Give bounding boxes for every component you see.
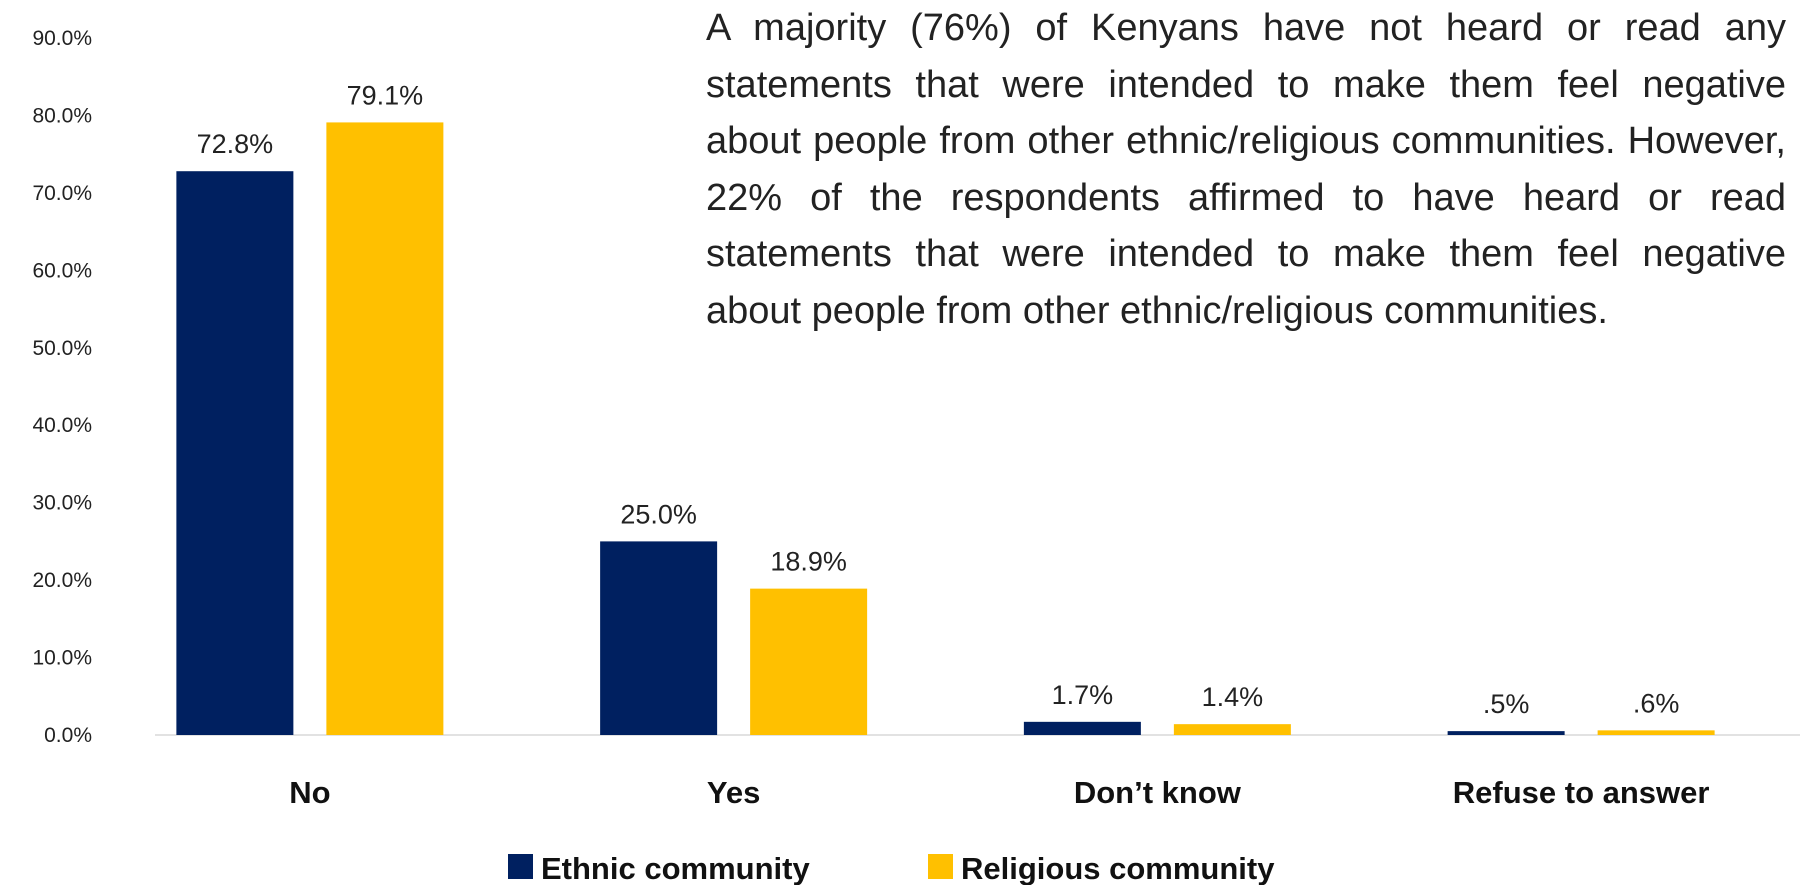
y-axis: 0.0% 10.0% 20.0% 30.0% 40.0% 50.0% 60.0% 70.0% 8… — [32, 27, 92, 747]
data-label: .6% — [1633, 688, 1680, 718]
bar-ethnic — [600, 541, 718, 735]
data-label: 1.4% — [1202, 682, 1264, 712]
legend-swatch — [508, 854, 533, 879]
y-tick-label: 70.0% — [32, 182, 92, 205]
y-tick-label: 50.0% — [32, 337, 92, 360]
data-label: 18.9% — [770, 547, 847, 577]
x-category-label: Refuse to answer — [1453, 775, 1710, 810]
y-tick-label: 0.0% — [44, 724, 92, 747]
data-label: 79.1% — [347, 80, 424, 110]
data-label: .5% — [1483, 689, 1530, 719]
y-tick-label: 10.0% — [32, 647, 92, 670]
bar-ethnic — [1447, 731, 1565, 735]
legend: Ethnic community Religious community — [508, 851, 1275, 885]
x-category-label: Yes — [707, 775, 760, 810]
x-category-label: No — [289, 775, 330, 810]
legend-label: Religious community — [961, 851, 1275, 885]
bar-religious — [1597, 730, 1715, 735]
bar-religious — [750, 588, 868, 735]
data-label: 25.0% — [620, 499, 697, 529]
y-tick-label: 40.0% — [32, 414, 92, 437]
y-tick-label: 20.0% — [32, 569, 92, 592]
y-tick-label: 30.0% — [32, 492, 92, 515]
bar-religious — [326, 122, 444, 736]
legend-swatch — [928, 854, 953, 879]
data-label: 1.7% — [1052, 680, 1114, 710]
x-category-label: Don’t know — [1074, 775, 1242, 810]
bars — [176, 122, 1715, 736]
legend-label: Ethnic community — [541, 851, 810, 885]
data-labels: 72.8% 79.1% 25.0% 18.9% 1.7% 1.4% .5% .6% — [197, 80, 1680, 719]
y-tick-label: 80.0% — [32, 104, 92, 127]
chart-annotation: A majority (76%) of Kenyans have not hea… — [706, 7, 1786, 332]
data-label: 72.8% — [197, 129, 274, 159]
bar-ethnic — [1023, 721, 1141, 735]
y-tick-label: 90.0% — [32, 27, 92, 50]
y-tick-label: 60.0% — [32, 259, 92, 282]
bar-ethnic — [176, 171, 294, 735]
bar-religious — [1173, 724, 1291, 735]
category-labels: No Yes Don’t know Refuse to answer — [289, 775, 1709, 810]
